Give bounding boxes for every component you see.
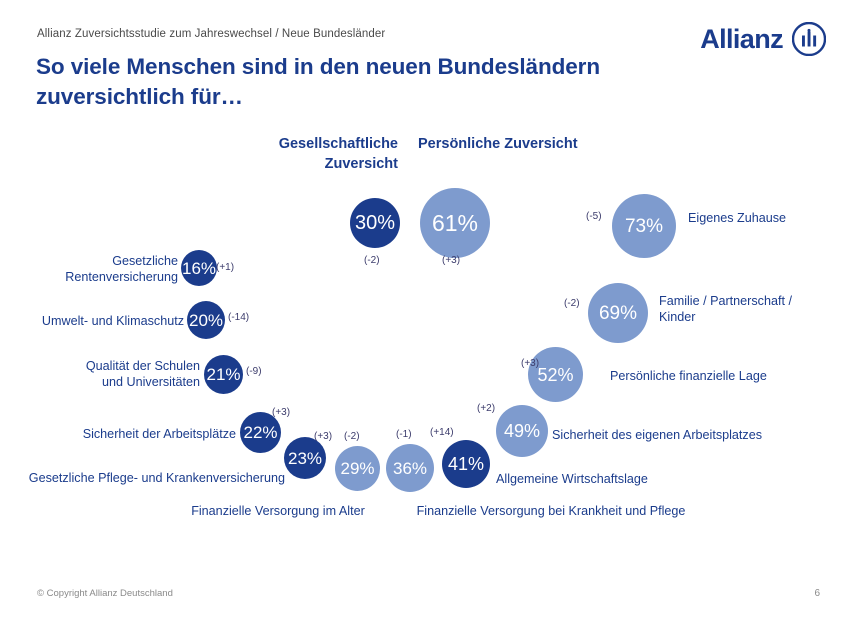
logo-wordmark: Allianz — [700, 23, 783, 54]
column-header-personal: Persönliche Zuversicht — [418, 136, 578, 152]
bubble-delta-eigenes-zuhause: (-5) — [586, 211, 602, 222]
bubble-umwelt-und-klimaschutz[interactable]: 20% — [187, 301, 225, 339]
bubble-delta-gesetzliche-pflege-krankenversicherung: (+3) — [314, 431, 333, 442]
bubble-delta-persoenliche-finanzielle-lage: (+3) — [521, 358, 540, 369]
bubble-delta-umwelt-und-klimaschutz: (-14) — [228, 312, 250, 323]
bubble-label-eigenes-zuhause: Eigenes Zuhause — [688, 211, 787, 225]
bubble-value: 20% — [188, 310, 224, 330]
column-header-societal: Gesellschaftliche Zuversicht — [278, 136, 398, 172]
page-title: So viele Menschen sind in den neuen Bund… — [36, 54, 600, 109]
bubble-label-gesetzliche-pflege-krankenversicherung: Gesetzliche Pflege- und Krankenversicher… — [28, 471, 285, 485]
bubble-sicherheit-eigener-arbeitsplatz[interactable]: 49% — [496, 405, 548, 457]
bubble-label-allgemeine-wirtschaftslage: Allgemeine Wirtschaftslage — [496, 472, 648, 486]
bubble-familie-partnerschaft-kinder[interactable]: 69% — [588, 283, 648, 343]
bubble-value: 21% — [206, 365, 241, 384]
bubble-value: 23% — [287, 448, 323, 468]
bubble-label-umwelt-und-klimaschutz: Umwelt- und Klimaschutz — [41, 314, 184, 328]
bubble-gesetzliche-pflege-krankenversicherung[interactable]: 23% — [284, 437, 326, 479]
bubble-label-gesetzliche-rentenversicherung: Gesetzliche Rentenversicherung — [65, 254, 178, 285]
bubble-label-persoenliche-finanzielle-lage: Persönliche finanzielle Lage — [610, 369, 767, 383]
bubble-label-sicherheit-der-arbeitsplaetze: Sicherheit der Arbeitsplätze — [82, 427, 236, 441]
study-subtitle: Allianz Zuversichtsstudie zum Jahreswech… — [37, 28, 386, 40]
bubble-value: 49% — [503, 421, 541, 441]
bubble-value: 16% — [181, 258, 217, 278]
allianz-logo: Allianz — [700, 22, 826, 56]
bubble-value: 69% — [598, 302, 638, 324]
bubble-delta-familie-partnerschaft-kinder: (-2) — [564, 298, 580, 309]
bubble-sicherheit-der-arbeitsplaetze[interactable]: 22% — [240, 412, 281, 453]
bubble-allgemeine-wirtschaftslage[interactable]: 41% — [442, 440, 490, 488]
bubble-value: 61% — [431, 209, 479, 236]
summary-bubble-personal[interactable]: 61% — [420, 188, 490, 258]
bubble-finanzielle-versorgung-krankheit-pflege[interactable]: 36% — [386, 444, 434, 492]
bubble-value: 30% — [354, 212, 396, 234]
bubble-label-finanzielle-versorgung-krankheit-pflege: Finanzielle Versorgung bei Krankheit und… — [416, 504, 686, 518]
bubble-label-sicherheit-eigener-arbeitsplatz: Sicherheit des eigenen Arbeitsplatzes — [552, 428, 763, 442]
bubble-eigenes-zuhause[interactable]: 73% — [612, 194, 676, 258]
bubble-delta-sicherheit-der-arbeitsplaetze: (+3) — [272, 407, 291, 418]
bubble-value: 73% — [624, 215, 664, 237]
bubble-label-familie-partnerschaft-kinder: Familie / Partnerschaft / Kinder — [659, 294, 792, 325]
bubble-delta-qualitaet-schulen-universitaeten: (-9) — [246, 366, 262, 377]
bubble-delta-gesetzliche-rentenversicherung: (+1) — [216, 262, 235, 273]
allianz-bars-icon — [792, 22, 826, 56]
bubble-value: 22% — [243, 423, 278, 442]
bubble-value: 52% — [537, 364, 574, 385]
bubble-finanzielle-versorgung-im-alter[interactable]: 29% — [335, 446, 380, 491]
bubble-delta-allgemeine-wirtschaftslage: (+14) — [430, 427, 454, 438]
summary-delta-societal: (-2) — [364, 255, 380, 266]
bubble-value: 36% — [392, 458, 428, 478]
bubble-delta-sicherheit-eigener-arbeitsplatz: (+2) — [477, 403, 496, 414]
bubble-persoenliche-finanzielle-lage[interactable]: 52% — [528, 347, 583, 402]
footer-page-number: 6 — [814, 588, 820, 599]
summary-delta-personal: (+3) — [442, 255, 461, 266]
bubble-qualitaet-schulen-universitaeten[interactable]: 21% — [204, 355, 243, 394]
bubble-value: 41% — [447, 454, 485, 474]
bubble-label-qualitaet-schulen-universitaeten: Qualität der Schulen und Universitäten — [85, 359, 200, 390]
bubble-value: 29% — [340, 459, 375, 478]
bubble-gesetzliche-rentenversicherung[interactable]: 16% — [181, 250, 217, 286]
bubble-delta-finanzielle-versorgung-im-alter: (-2) — [344, 431, 360, 442]
summary-bubble-societal[interactable]: 30% — [350, 198, 400, 248]
bubble-label-finanzielle-versorgung-im-alter: Finanzielle Versorgung im Alter — [191, 504, 365, 518]
bubble-delta-finanzielle-versorgung-krankheit-pflege: (-1) — [396, 429, 412, 440]
footer-copyright: © Copyright Allianz Deutschland — [37, 588, 173, 599]
